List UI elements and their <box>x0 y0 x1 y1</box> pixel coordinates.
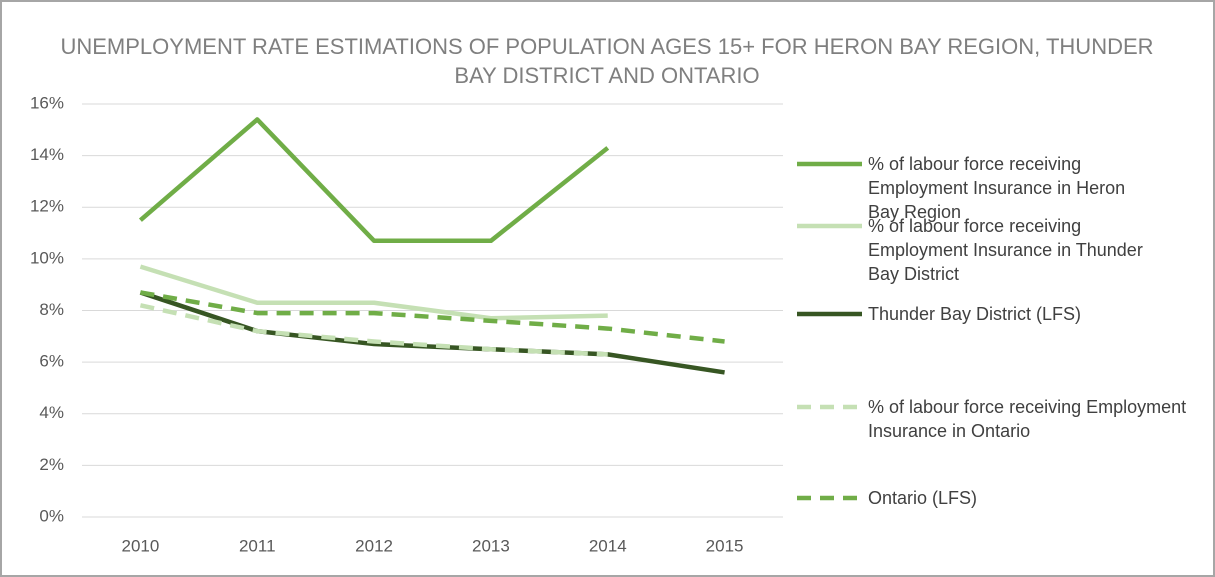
y-tick-label: 12% <box>30 197 64 216</box>
y-tick-label: 6% <box>39 352 64 371</box>
data-line <box>139 290 725 375</box>
x-tick-label: 2014 <box>589 536 627 555</box>
data-line <box>138 117 610 244</box>
x-tick-label: 2010 <box>122 536 160 555</box>
y-tick-label: 0% <box>39 506 64 525</box>
y-tick-label: 10% <box>30 248 64 267</box>
data-line <box>139 264 608 321</box>
y-tick-label: 16% <box>30 93 64 112</box>
data-line <box>140 290 725 344</box>
legend-label: Thunder Bay District (LFS) <box>868 304 1082 324</box>
x-tick-label: 2015 <box>706 536 744 555</box>
x-tick-label: 2012 <box>355 536 393 555</box>
y-tick-label: 8% <box>39 300 64 319</box>
legend-label: Ontario (LFS) <box>868 488 978 508</box>
legend-label: % of labour force receiving Employment I… <box>868 397 1187 441</box>
x-tick-label: 2013 <box>472 536 510 555</box>
data-line <box>139 303 608 357</box>
legend-label: % of labour force receiving Employment I… <box>868 216 1143 284</box>
y-tick-label: 2% <box>39 455 64 474</box>
y-tick-label: 14% <box>30 145 64 164</box>
chart-title: UNEMPLOYMENT RATE ESTIMATIONS OF POPULAT… <box>60 34 1154 88</box>
legend-label: % of labour force receiving Employment I… <box>868 154 1126 222</box>
y-tick-label: 4% <box>39 403 64 422</box>
x-tick-label: 2011 <box>239 536 276 555</box>
